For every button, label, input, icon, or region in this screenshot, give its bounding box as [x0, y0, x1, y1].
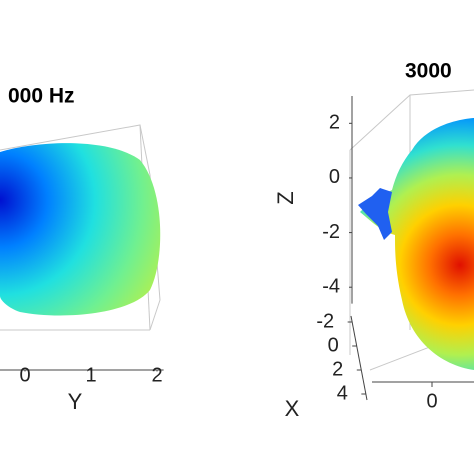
chart-title: 000 Hz — [8, 85, 75, 108]
y-tick-label: 1 — [85, 364, 96, 386]
y-tick-label: 0 — [426, 390, 437, 412]
y-tick-label: 2 — [151, 364, 162, 386]
chart-title: 3000 — [405, 60, 452, 83]
z-tick-label: 2 — [329, 112, 340, 134]
x-tick-label: 0 — [328, 334, 339, 356]
y-axis-label: Y — [68, 389, 83, 414]
z-tick-label: 0 — [329, 166, 340, 188]
z-axis-label: Z — [273, 191, 298, 204]
z-tick-label: -4 — [322, 275, 340, 297]
y-tick-label: 0 — [19, 364, 30, 386]
z-tick-label: -2 — [322, 221, 340, 243]
x-tick-label: 4 — [337, 382, 348, 404]
x-tick-label: 2 — [332, 358, 343, 380]
surface-detail — [358, 188, 392, 240]
surface — [0, 143, 161, 316]
surface — [360, 118, 474, 370]
axis-line — [350, 315, 368, 401]
x-tick-label: -2 — [316, 310, 334, 332]
x-axis-label: X — [285, 396, 300, 421]
